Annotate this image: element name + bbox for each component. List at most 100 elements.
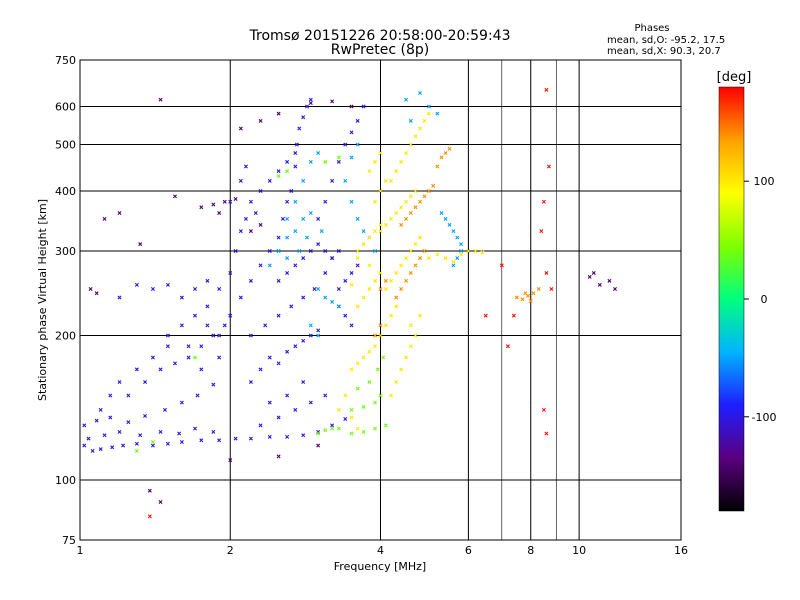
data-point: [355, 249, 360, 253]
data-point: [367, 263, 372, 268]
data-point: [373, 333, 378, 338]
data-point: [297, 126, 302, 131]
colorbar-tick-label: -100: [752, 411, 777, 424]
data-point: [343, 178, 348, 183]
data-point: [404, 97, 409, 102]
y-tick-label: 100: [55, 474, 76, 487]
data-point: [355, 426, 360, 431]
data-point: [422, 194, 427, 199]
data-point: [258, 367, 263, 372]
data-point: [280, 216, 285, 221]
data-point: [308, 400, 313, 405]
data-point: [349, 407, 354, 412]
data-point: [217, 333, 222, 338]
data-point: [316, 242, 321, 247]
data-point: [355, 216, 360, 221]
data-point: [378, 222, 383, 227]
data-point: [301, 338, 306, 343]
data-point: [343, 313, 348, 318]
data-point: [98, 447, 103, 452]
data-point: [408, 344, 413, 349]
data-point: [205, 278, 210, 283]
data-point: [243, 216, 248, 221]
data-point: [294, 142, 299, 147]
data-point: [343, 393, 348, 398]
data-point: [349, 104, 354, 109]
data-point: [134, 441, 139, 446]
data-point: [173, 361, 177, 366]
data-point: [138, 433, 143, 438]
data-point: [378, 393, 383, 398]
data-point: [147, 488, 152, 493]
data-point: [408, 142, 413, 147]
data-point: [541, 407, 546, 412]
data-point: [117, 429, 122, 434]
data-point: [389, 313, 394, 318]
data-point: [323, 270, 328, 275]
data-point: [330, 256, 335, 261]
data-point: [217, 287, 222, 292]
phases-line-x: mean, sd,X: 90.3, 20.7: [607, 46, 721, 57]
data-point: [222, 323, 227, 328]
data-point: [186, 355, 191, 360]
data-point: [367, 349, 372, 354]
data-point: [285, 270, 290, 275]
data-point: [367, 287, 372, 292]
data-point: [394, 380, 399, 385]
data-point: [267, 178, 272, 183]
data-point: [418, 126, 423, 131]
data-point: [108, 393, 113, 398]
data-point: [520, 297, 525, 302]
data-point: [308, 249, 313, 253]
data-point: [343, 278, 348, 283]
data-point: [499, 263, 504, 268]
data-point: [134, 282, 139, 287]
data-point: [293, 229, 298, 234]
data-point: [267, 400, 272, 405]
data-point: [399, 159, 404, 164]
data-point: [248, 436, 253, 441]
data-point: [82, 443, 87, 448]
data-point: [305, 104, 310, 109]
data-point: [165, 344, 170, 349]
data-point: [147, 514, 152, 519]
data-point: [459, 252, 464, 257]
data-point: [285, 256, 290, 261]
data-point: [293, 164, 298, 169]
data-point: [162, 407, 167, 412]
data-point: [195, 393, 200, 398]
data-point: [233, 436, 238, 441]
data-point: [404, 151, 409, 156]
data-point: [199, 344, 204, 349]
data-point: [193, 287, 198, 292]
data-point: [355, 142, 360, 147]
data-point: [293, 407, 298, 412]
data-point: [435, 252, 440, 257]
data-point: [90, 448, 95, 453]
data-point: [378, 270, 383, 275]
data-point: [267, 263, 272, 268]
data-point: [330, 99, 335, 104]
data-point: [613, 287, 617, 292]
y-axis-ticks: 75 100 200 300 400 500 600 750: [55, 54, 76, 547]
data-point: [150, 287, 155, 292]
data-point: [459, 242, 464, 247]
data-point: [451, 263, 456, 268]
data-point: [330, 178, 335, 183]
data-point: [418, 256, 423, 261]
data-point: [404, 216, 409, 221]
data-point: [211, 333, 216, 338]
data-point: [248, 333, 253, 338]
data-point: [205, 323, 210, 328]
data-point: [117, 380, 122, 385]
data-point: [211, 202, 216, 207]
data-point: [98, 407, 103, 412]
data-point: [323, 295, 328, 300]
data-point: [375, 367, 380, 372]
data-point: [267, 355, 272, 360]
data-point: [267, 249, 272, 253]
data-point: [361, 229, 366, 234]
data-point: [253, 211, 258, 215]
data-point: [483, 313, 488, 318]
data-point: [383, 323, 388, 328]
